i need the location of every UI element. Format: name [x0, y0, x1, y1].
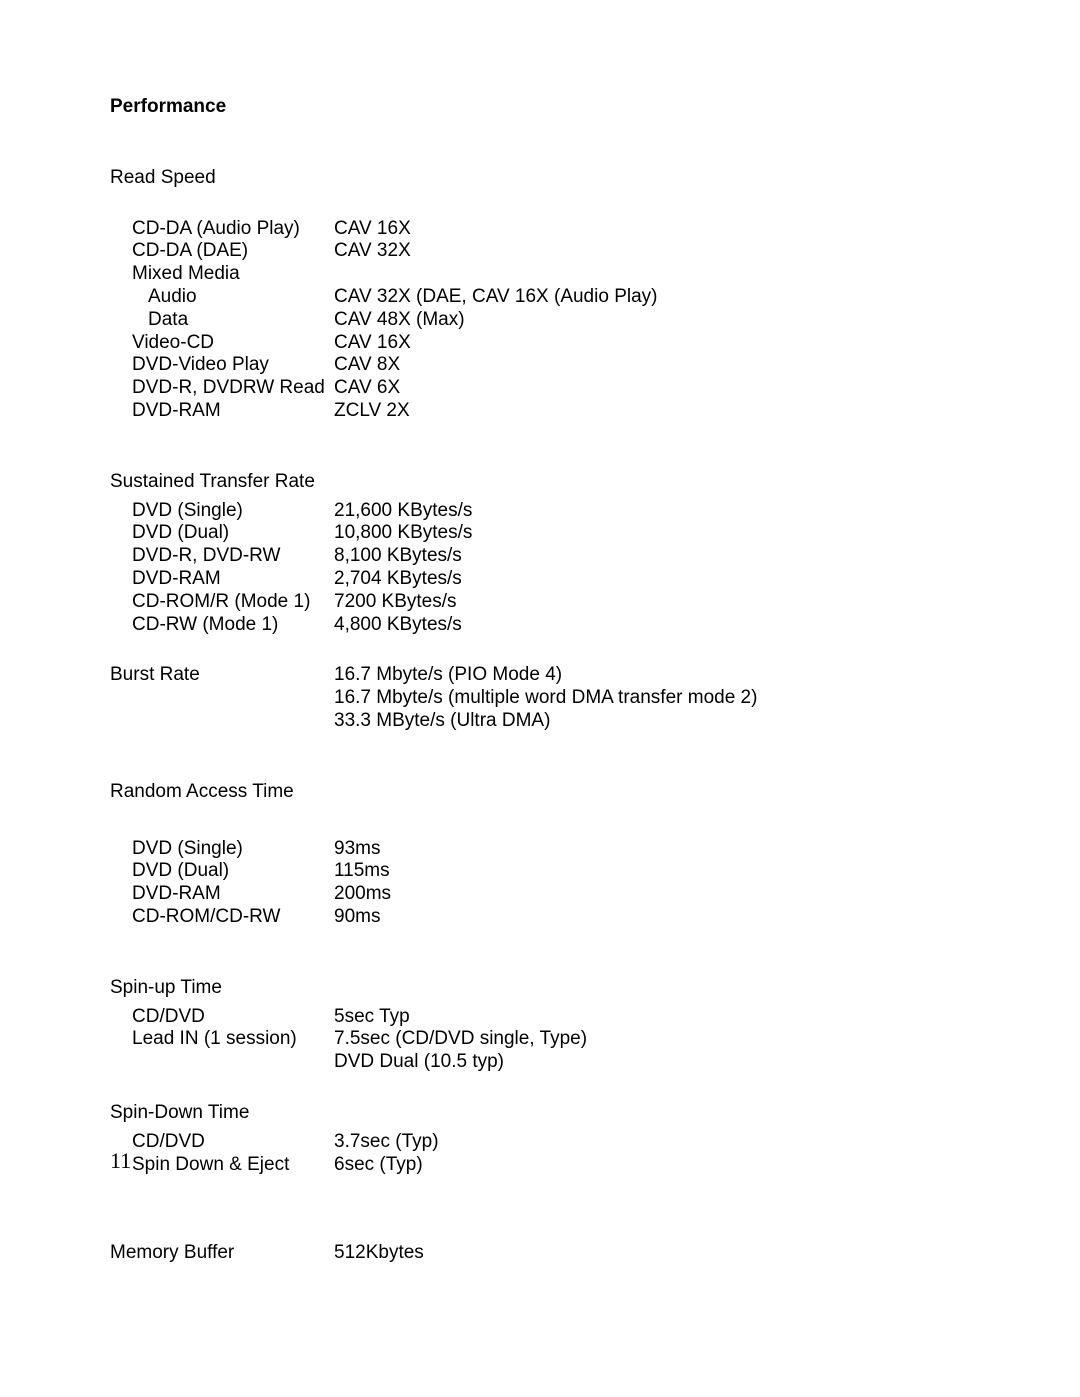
spec-value: CAV 8X [334, 354, 1080, 377]
page-number: 11 [110, 1148, 131, 1174]
spec-label: DVD-Video Play [110, 354, 269, 375]
spec-label: Mixed Media [110, 263, 240, 284]
spec-label: CD-RW (Mode 1) [110, 614, 278, 635]
spin-down-title: Spin-Down Time [110, 1102, 1080, 1125]
spec-page: Performance Read Speed CD-DA (Audio Play… [0, 0, 1080, 1265]
spin-down-block: CD/DVD3.7sec (Typ) Spin Down & Eject6sec… [110, 1131, 1080, 1177]
sustained-title: Sustained Transfer Rate [110, 471, 1080, 494]
read-speed-title: Read Speed [110, 167, 1080, 190]
section-heading: Performance [110, 96, 1080, 119]
spec-label: DVD-R, DVDRW Read [110, 377, 325, 398]
spec-label: Burst Rate [110, 664, 200, 685]
spec-value [334, 263, 1080, 286]
spec-value: CAV 16X [334, 332, 1080, 355]
spec-label: CD-ROM/CD-RW [110, 906, 280, 927]
spec-value: 200ms [334, 883, 1080, 906]
spec-label: Video-CD [110, 332, 214, 353]
spec-label: CD/DVD [110, 1006, 205, 1027]
burst-rate-row: Burst Rate 16.7 Mbyte/s (PIO Mode 4) 16.… [110, 664, 1080, 732]
spec-value: 2,704 KBytes/s [334, 568, 1080, 591]
spec-label: DVD (Dual) [110, 860, 229, 881]
read-speed-block: CD-DA (Audio Play) CAV 16X CD-DA (DAE) CAV… [110, 218, 1080, 423]
spec-label: DVD (Dual) [110, 522, 229, 543]
spec-label: DVD (Single) [110, 838, 243, 859]
spec-label: Lead IN (1 session) [110, 1028, 297, 1049]
spec-label: DVD (Single) [110, 500, 243, 521]
memory-buffer-row: Memory Buffer 512Kbytes [110, 1242, 1080, 1265]
spec-label: DVD-RAM [110, 400, 221, 421]
spec-value: CAV 32X (DAE, CAV 16X (Audio Play) [334, 286, 1080, 309]
spec-value: CAV 32X [334, 240, 1080, 263]
spec-value: 16.7 Mbyte/s (PIO Mode 4) 16.7 Mbyte/s (… [334, 664, 1080, 732]
spec-label: Spin Down & Eject [110, 1154, 289, 1175]
spec-value: CAV 6X [334, 377, 1080, 400]
spec-label: CD-ROM/R (Mode 1) [110, 591, 310, 612]
spec-value: ZCLV 2X [334, 400, 1080, 423]
spec-value: 21,600 KBytes/s [334, 500, 1080, 523]
spec-value: 115ms [334, 860, 1080, 883]
spec-label: DVD-RAM [110, 883, 221, 904]
spec-label: DVD-R, DVD-RW [110, 545, 280, 566]
spec-value: CAV 48X (Max) [334, 309, 1080, 332]
spec-value: 90ms [334, 906, 1080, 929]
spec-label: CD-DA (Audio Play) [110, 218, 300, 239]
spec-label: Memory Buffer [110, 1242, 234, 1263]
spec-label: Data [110, 309, 188, 330]
spec-value: 6sec (Typ) [334, 1154, 1080, 1177]
spec-value: 512Kbytes [334, 1242, 1080, 1265]
spec-value: 93ms [334, 838, 1080, 861]
spec-value: 3.7sec (Typ) [334, 1131, 1080, 1154]
spec-value: 7.5sec (CD/DVD single, Type) DVD Dual (1… [334, 1028, 1080, 1074]
spec-label: CD-DA (DAE) [110, 240, 248, 261]
spec-value: CAV 16X [334, 218, 1080, 241]
spec-label: DVD-RAM [110, 568, 221, 589]
spec-value: 7200 KBytes/s [334, 591, 1080, 614]
random-access-title: Random Access Time [110, 781, 1080, 804]
spin-up-title: Spin-up Time [110, 977, 1080, 1000]
spin-up-block: CD/DVD 5sec Typ Lead IN (1 session) 7.5sec… [110, 1006, 1080, 1074]
spec-value: 4,800 KBytes/s [334, 614, 1080, 637]
spec-value: 8,100 KBytes/s [334, 545, 1080, 568]
random-access-block: DVD (Single) 93ms DVD (Dual) 115ms DVD-RAM… [110, 838, 1080, 929]
spec-value: 10,800 KBytes/s [334, 522, 1080, 545]
sustained-block: DVD (Single) 21,600 KBytes/s DVD (Dual) 10… [110, 500, 1080, 637]
spec-label: Audio [110, 286, 197, 307]
spec-value: 5sec Typ [334, 1006, 1080, 1029]
